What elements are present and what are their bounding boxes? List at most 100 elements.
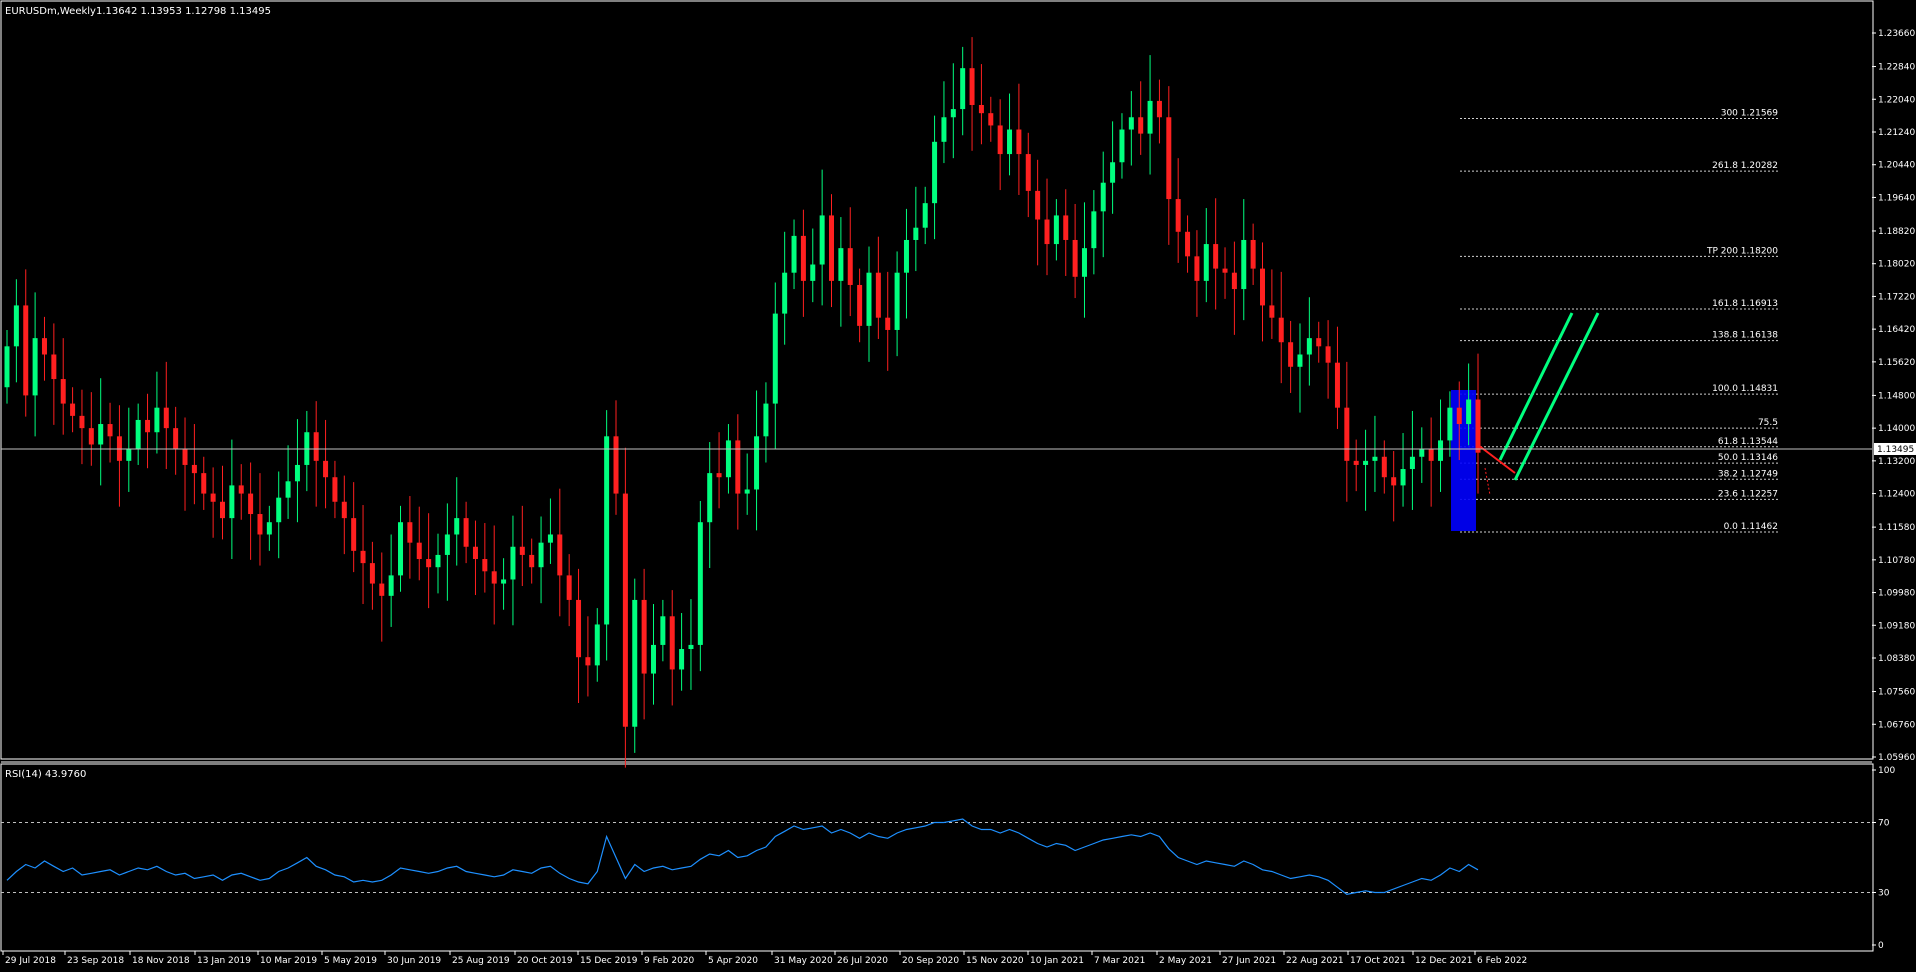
- candle-bear: [988, 113, 994, 126]
- candle-bear: [173, 428, 179, 449]
- candle-bull: [294, 464, 300, 482]
- price-tick-label: 1.08380: [1878, 654, 1915, 664]
- time-tick-label: 12 Dec 2021: [1415, 956, 1473, 966]
- candle-bull: [547, 534, 553, 543]
- candle-bull: [32, 338, 38, 396]
- candle-bull: [894, 272, 900, 330]
- rsi-line: [6, 818, 1479, 895]
- price-tick-label: 1.15620: [1878, 358, 1915, 368]
- candle-bear: [313, 432, 319, 461]
- time-tick-label: 20 Sep 2020: [902, 956, 959, 966]
- candle-bull: [276, 497, 282, 523]
- candle-bull: [838, 248, 844, 281]
- projection-down-line[interactable]: [1477, 444, 1516, 474]
- price-tick-label: 1.09180: [1878, 621, 1915, 631]
- fib-level-label: 38.2 1.12749: [1718, 469, 1778, 479]
- candle-bear: [613, 436, 619, 494]
- candlestick-series: [4, 37, 1481, 768]
- candle-bear: [70, 403, 76, 416]
- candle-bear: [566, 575, 572, 600]
- candle-bear: [1166, 117, 1172, 200]
- candle-bear: [257, 514, 263, 535]
- candle-bear: [1260, 268, 1266, 306]
- candle-bear: [426, 559, 432, 568]
- fib-level-label: 75.5: [1758, 418, 1778, 428]
- candle-bull: [1007, 129, 1013, 155]
- price-tick-label: 1.14000: [1878, 424, 1915, 434]
- time-tick-label: 25 Aug 2019: [452, 956, 510, 966]
- candle-bear: [1381, 456, 1387, 478]
- candle-bull: [435, 554, 441, 568]
- candle-bear: [1475, 399, 1481, 453]
- candle-bear: [585, 657, 591, 666]
- fib-level-label: 23.6 1.12257: [1718, 489, 1778, 499]
- candle-bear: [519, 546, 525, 555]
- candle-bear: [1325, 346, 1331, 363]
- rsi-axis: 100 70 30 0: [1872, 766, 1895, 951]
- candle-bear: [1269, 305, 1275, 318]
- time-tick-label: 6 Feb 2022: [1477, 956, 1527, 966]
- candle-bear: [1222, 268, 1228, 273]
- candle-bull: [932, 141, 938, 204]
- price-tick-label: 1.22840: [1878, 63, 1915, 73]
- candle-bear: [857, 284, 863, 326]
- projection-up-line-1[interactable]: [1498, 312, 1574, 461]
- candle-bull: [1466, 399, 1472, 425]
- candle-bull: [444, 534, 450, 555]
- candle-bull: [1100, 182, 1106, 212]
- fib-level-label: 261.8 1.20282: [1712, 161, 1778, 171]
- candle-bear: [1194, 256, 1200, 281]
- price-tick-label: 1.19640: [1878, 193, 1915, 203]
- candle-bull: [538, 542, 544, 568]
- candle-bull: [1119, 129, 1125, 163]
- price-tick-label: 1.20440: [1878, 161, 1915, 171]
- candle-bear: [219, 501, 225, 519]
- candle-bull: [1091, 211, 1097, 249]
- candle-bull: [285, 481, 291, 498]
- candle-bull: [1110, 162, 1116, 183]
- time-tick-label: 15 Nov 2020: [966, 956, 1024, 966]
- highlight-zone[interactable]: [1451, 390, 1476, 531]
- time-tick-label: 9 Feb 2020: [644, 956, 695, 966]
- candle-bear: [1288, 342, 1294, 367]
- candle-bear: [51, 354, 57, 380]
- candle-bear: [1278, 317, 1284, 343]
- candle-bear: [829, 215, 835, 281]
- candle-bear: [847, 248, 853, 285]
- candle-bull: [922, 203, 928, 228]
- time-tick-label: 2 May 2021: [1159, 956, 1212, 966]
- fib-level-label: 100.0 1.14831: [1712, 384, 1778, 394]
- rsi-tick-label: 0: [1878, 941, 1884, 951]
- candle-bear: [332, 477, 338, 502]
- candle-bull: [1372, 456, 1378, 461]
- projection-up-line-2[interactable]: [1513, 312, 1600, 481]
- candle-bull: [810, 264, 816, 281]
- candle-bear: [885, 317, 891, 330]
- time-axis: 29 Jul 2018 23 Sep 2018 18 Nov 2018 13 Jan …: [2, 951, 1527, 966]
- projection-arrows[interactable]: [1477, 312, 1600, 496]
- fibonacci-levels[interactable]: 300 1.21569 261.8 1.20282 TP 200 1.18200 16…: [1460, 109, 1778, 533]
- candle-bear: [248, 493, 254, 515]
- candle-bear: [1250, 239, 1256, 269]
- candle-bear: [1391, 477, 1397, 486]
- time-tick-label: 10 Mar 2019: [260, 956, 317, 966]
- candle-bear: [622, 493, 628, 727]
- candle-bear: [1334, 362, 1340, 408]
- candle-bull: [1409, 456, 1415, 470]
- symbol-label: EURUSDm,Weekly: [5, 6, 96, 17]
- candle-bull: [903, 239, 909, 273]
- rsi-tick-label: 30: [1878, 889, 1890, 899]
- time-tick-label: 30 Jun 2019: [387, 956, 441, 966]
- candle-bear: [88, 428, 94, 445]
- candle-bear: [1035, 190, 1041, 220]
- time-tick-label: 5 May 2019: [324, 956, 377, 966]
- candle-bull: [697, 522, 703, 645]
- candle-bear: [800, 235, 806, 281]
- time-tick-label: 17 Oct 2021: [1350, 956, 1406, 966]
- time-tick-label: 5 Apr 2020: [708, 956, 758, 966]
- time-tick-label: 13 Jan 2019: [197, 956, 251, 966]
- price-tick-label: 1.05960: [1878, 753, 1915, 763]
- candle-bull: [725, 440, 731, 478]
- candle-bear: [1456, 407, 1462, 425]
